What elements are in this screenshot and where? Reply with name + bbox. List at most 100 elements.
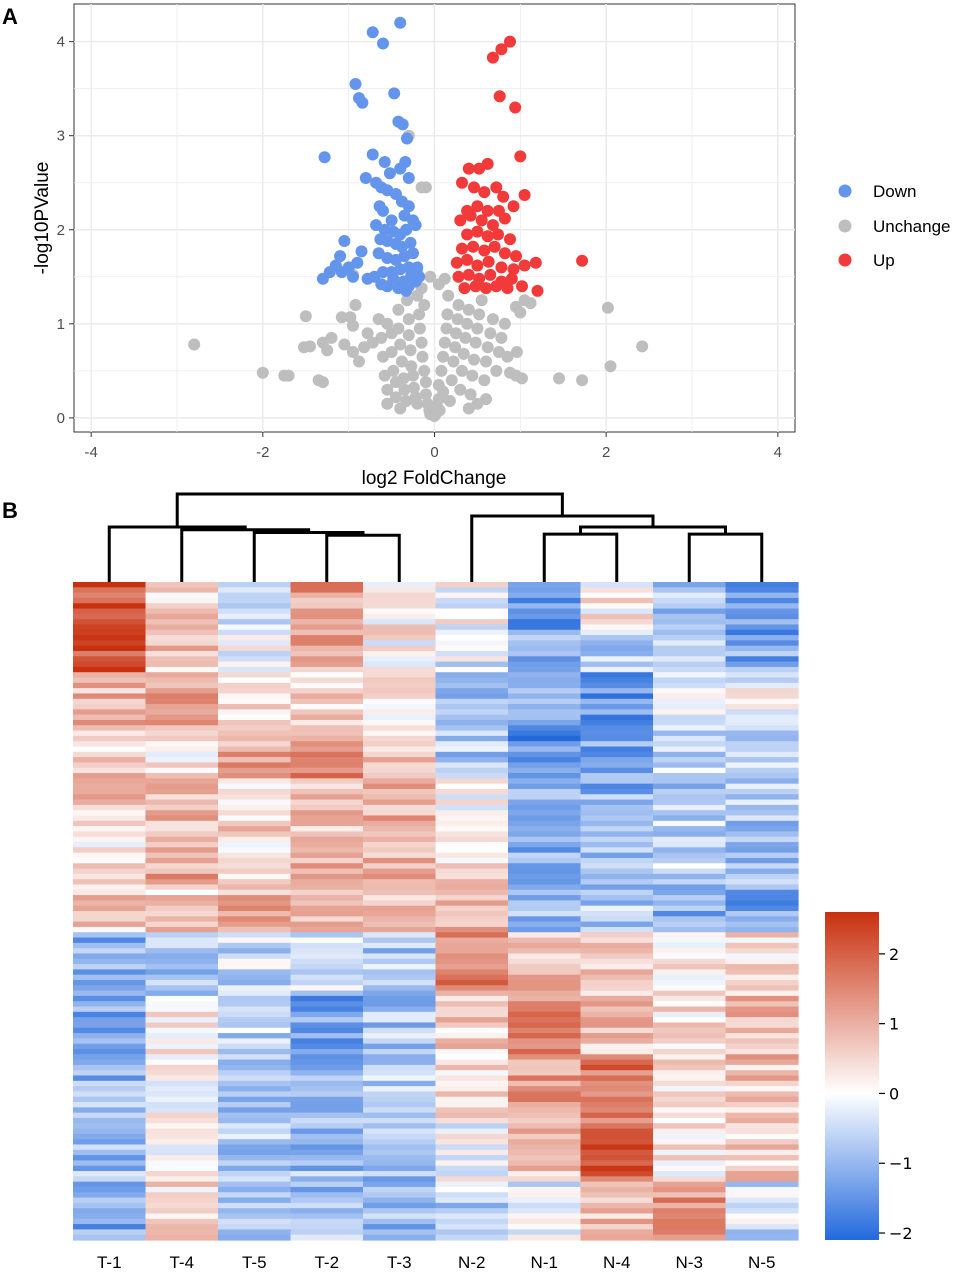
heatmap-cell [508,1080,582,1087]
heatmap-cell [580,847,654,854]
heatmap-cell [290,672,364,679]
point-unchange [440,322,453,335]
heatmap-cell [725,895,799,901]
heatmap-cell [73,826,147,833]
column-label-T-2: T-2 [314,1253,339,1272]
heatmap-cell [363,767,437,774]
heatmap-cell [653,1181,727,1188]
heatmap-cell [145,613,219,620]
heatmap-cell [363,847,437,854]
heatmap-cell [435,1197,509,1204]
heatmap-cell [218,1197,292,1204]
heatmap-cell [290,1054,364,1061]
heatmap-cell [218,985,292,992]
heatmap-cell [725,661,799,668]
point-unchange [466,369,479,382]
column-label-T-5: T-5 [242,1253,267,1272]
x-axis-title: log2 FoldChange [362,468,507,489]
heatmap-cell [508,889,582,896]
heatmap-cell [653,746,727,753]
heatmap-cell [363,730,437,737]
heatmap-cell [290,582,364,588]
colorbar-tick-label: 2 [889,945,899,964]
heatmap-cell [290,1197,364,1204]
heatmap-cell [653,682,727,689]
heatmap-cell [725,1107,799,1114]
heatmap-cell [73,852,147,859]
heatmap-cell [435,1155,509,1162]
heatmap-cell [218,799,292,806]
heatmap-cell [580,1133,654,1140]
heatmap-cell [290,767,364,774]
heatmap-cell [580,656,654,663]
heatmap-cell [653,1149,727,1156]
heatmap-cell [725,810,799,817]
heatmap-cell [73,1033,147,1039]
heatmap-cell [73,804,147,811]
heatmap-cell [218,1112,292,1119]
heatmap-cell [218,1038,292,1045]
x-tick-label: 4 [774,444,782,461]
heatmap-cell [653,645,727,652]
heatmap-cell [145,1181,219,1188]
heatmap-cell [73,719,147,726]
heatmap-cell [653,656,727,663]
heatmap-cell [218,1224,292,1230]
point-up [467,240,480,253]
point-unchange [553,372,565,385]
heatmap-cell [73,889,147,896]
point-unchange [375,331,388,344]
heatmap-cell [218,926,292,933]
heatmap-cell [725,926,799,933]
heatmap-cells [73,582,799,1241]
point-unchange [510,346,523,358]
heatmap-cell [290,1229,364,1236]
heatmap-cell [653,836,727,843]
heatmap-cell [653,937,727,944]
heatmap-cell [145,1160,219,1167]
heatmap-cell [580,1059,654,1066]
heatmap-cell [580,831,654,838]
heatmap-cell [725,603,799,610]
heatmap-cell [508,1064,582,1071]
heatmap-cell [435,608,509,615]
heatmap-cell [508,1059,582,1066]
heatmap-cell [508,619,582,626]
heatmap-cell [145,953,219,960]
heatmap-cell [218,1048,292,1055]
heatmap-cell [290,762,364,769]
legend-unchange-label: Unchange [873,217,951,236]
heatmap-cell [145,804,219,811]
heatmap-cell [653,873,727,880]
heatmap-cell [435,974,509,981]
heatmap-cell [363,582,437,588]
heatmap-cell [73,1054,147,1061]
heatmap-cell [218,1144,292,1151]
point-up [516,280,528,293]
heatmap-cell [218,1218,292,1225]
heatmap-cell [435,863,509,870]
heatmap-cell [725,911,799,917]
heatmap-cell [725,730,799,737]
heatmap-cell [363,810,437,817]
heatmap-cell [508,953,582,960]
heatmap-cell [508,1070,582,1077]
point-unchange [347,346,359,358]
heatmap-cell [73,868,147,875]
heatmap-cell [653,1117,727,1124]
heatmap-cell [218,884,292,891]
column-label-N-5: N-5 [748,1253,775,1272]
point-down [399,156,412,168]
heatmap-cell [653,719,727,726]
heatmap-cell [653,1054,727,1061]
heatmap-cell [435,942,509,949]
heatmap-cell [73,788,147,795]
point-unchange [454,383,467,396]
heatmap-cell [363,964,437,970]
heatmap-cell [435,1186,509,1193]
heatmap-cell [580,661,654,668]
heatmap-cell [508,1091,582,1098]
heatmap-cell [363,645,437,652]
heatmap-cell [653,624,727,631]
heatmap-cell [218,698,292,705]
